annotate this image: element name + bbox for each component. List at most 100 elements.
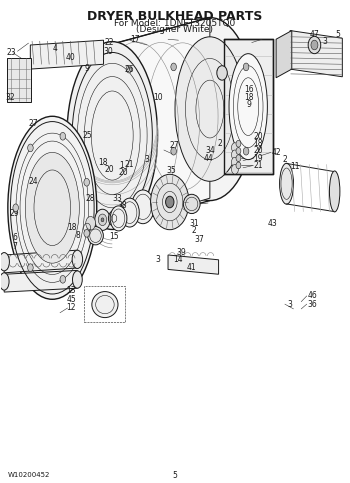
Text: 2: 2 xyxy=(282,155,287,164)
Text: 18: 18 xyxy=(253,139,263,148)
Text: 35: 35 xyxy=(166,166,176,175)
Circle shape xyxy=(236,148,241,155)
Text: 36: 36 xyxy=(308,299,317,309)
Text: 12: 12 xyxy=(66,303,76,313)
Text: 9: 9 xyxy=(85,64,90,72)
Text: 37: 37 xyxy=(195,235,204,243)
Text: 18: 18 xyxy=(98,157,107,167)
Ellipse shape xyxy=(0,253,9,271)
Ellipse shape xyxy=(150,174,189,230)
Text: 9: 9 xyxy=(246,100,251,109)
Text: 3: 3 xyxy=(322,37,327,46)
Text: 18: 18 xyxy=(244,93,254,101)
Text: 4: 4 xyxy=(52,44,57,53)
Text: 18: 18 xyxy=(68,223,77,231)
Circle shape xyxy=(101,218,104,222)
Polygon shape xyxy=(290,30,342,77)
Text: 27: 27 xyxy=(29,119,38,128)
Ellipse shape xyxy=(132,190,154,224)
Circle shape xyxy=(171,63,176,71)
Ellipse shape xyxy=(229,54,267,159)
Circle shape xyxy=(171,147,176,155)
Text: W10200452: W10200452 xyxy=(8,472,50,478)
Text: For Model: 1DNET3205TQ0: For Model: 1DNET3205TQ0 xyxy=(114,19,236,28)
Text: 41: 41 xyxy=(187,264,197,272)
Circle shape xyxy=(60,132,65,140)
Polygon shape xyxy=(4,250,77,273)
Ellipse shape xyxy=(72,271,82,288)
Ellipse shape xyxy=(88,227,103,245)
Circle shape xyxy=(86,216,96,230)
Ellipse shape xyxy=(92,292,118,318)
Text: 38: 38 xyxy=(117,201,127,210)
Text: (Designer White): (Designer White) xyxy=(136,25,214,34)
Text: 3: 3 xyxy=(156,256,161,264)
Text: 30: 30 xyxy=(104,47,114,56)
Text: 23: 23 xyxy=(6,48,16,57)
Text: 31: 31 xyxy=(189,219,199,227)
Circle shape xyxy=(217,66,227,80)
Text: 20: 20 xyxy=(253,132,263,142)
Text: 7: 7 xyxy=(12,242,17,251)
Text: 45: 45 xyxy=(66,295,76,304)
Text: 21: 21 xyxy=(253,161,263,170)
Text: 42: 42 xyxy=(271,148,281,157)
Text: 15: 15 xyxy=(109,232,119,241)
Ellipse shape xyxy=(175,37,245,181)
Polygon shape xyxy=(276,30,292,78)
Text: 19: 19 xyxy=(253,154,263,163)
Ellipse shape xyxy=(164,17,255,200)
Text: 24: 24 xyxy=(29,177,38,186)
Circle shape xyxy=(311,40,318,50)
Ellipse shape xyxy=(110,206,127,231)
Circle shape xyxy=(166,196,174,208)
Circle shape xyxy=(60,275,65,283)
Text: 21: 21 xyxy=(125,160,134,169)
Circle shape xyxy=(231,164,238,174)
Text: 11: 11 xyxy=(290,162,300,171)
Circle shape xyxy=(236,162,241,169)
Text: 43: 43 xyxy=(268,219,278,227)
Polygon shape xyxy=(30,40,104,69)
Text: 22: 22 xyxy=(104,38,113,47)
Text: 8: 8 xyxy=(76,231,80,240)
Ellipse shape xyxy=(120,198,139,227)
Text: DRYER BULKHEAD PARTS: DRYER BULKHEAD PARTS xyxy=(87,10,263,23)
Circle shape xyxy=(95,209,110,230)
Text: 32: 32 xyxy=(6,94,15,102)
Polygon shape xyxy=(224,39,273,174)
Circle shape xyxy=(236,141,241,147)
Text: 27: 27 xyxy=(169,141,179,150)
Polygon shape xyxy=(112,17,210,227)
Text: 29: 29 xyxy=(10,209,20,218)
Text: 6: 6 xyxy=(12,233,17,242)
Bar xyxy=(84,286,126,323)
Text: 5: 5 xyxy=(336,30,341,39)
Circle shape xyxy=(13,204,19,212)
Circle shape xyxy=(84,229,90,237)
Ellipse shape xyxy=(0,273,9,290)
Text: 47: 47 xyxy=(309,30,319,39)
Text: 5: 5 xyxy=(173,470,177,480)
Text: 14: 14 xyxy=(173,256,183,264)
Text: 20: 20 xyxy=(119,168,128,177)
Ellipse shape xyxy=(8,116,97,299)
Text: 2: 2 xyxy=(192,227,197,235)
Circle shape xyxy=(236,155,241,161)
Text: 16: 16 xyxy=(244,85,254,94)
Text: 44: 44 xyxy=(203,154,213,163)
Ellipse shape xyxy=(67,42,158,229)
Ellipse shape xyxy=(280,163,294,204)
Circle shape xyxy=(231,143,238,153)
Text: 46: 46 xyxy=(308,291,317,300)
Circle shape xyxy=(308,36,321,54)
Text: 25: 25 xyxy=(82,131,92,140)
Polygon shape xyxy=(4,270,77,292)
Circle shape xyxy=(243,63,249,71)
Circle shape xyxy=(98,214,107,226)
Text: 28: 28 xyxy=(86,194,96,203)
Text: 3: 3 xyxy=(287,299,292,309)
Polygon shape xyxy=(168,255,219,274)
Text: 1: 1 xyxy=(120,161,124,170)
Circle shape xyxy=(84,178,90,186)
